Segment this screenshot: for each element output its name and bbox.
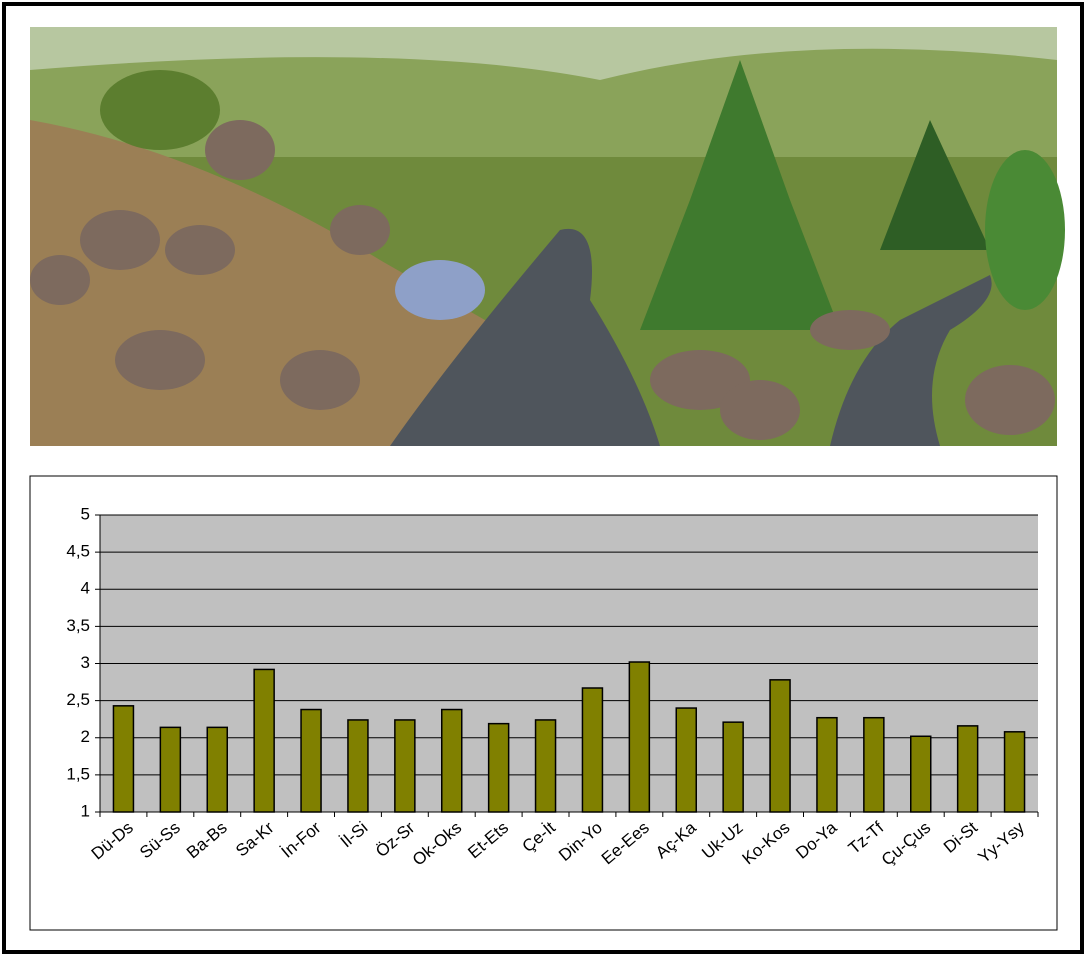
bar — [910, 735, 932, 813]
bar — [769, 679, 791, 813]
y-tick-label: 5 — [81, 504, 90, 523]
bar — [300, 708, 322, 813]
bar — [159, 726, 182, 813]
y-tick-label: 1,5 — [66, 764, 90, 783]
bar — [675, 707, 697, 813]
garden-photo — [30, 27, 1065, 446]
bar — [441, 708, 463, 813]
y-tick-label: 1 — [81, 801, 90, 820]
bar — [722, 721, 744, 813]
bar — [863, 716, 885, 813]
bar — [206, 726, 228, 813]
bar — [112, 705, 135, 813]
bar — [581, 687, 604, 813]
y-tick-label: 2 — [81, 727, 90, 746]
y-tick-label: 2,5 — [66, 690, 90, 709]
bar — [534, 719, 557, 813]
bar — [816, 716, 838, 813]
bar — [253, 668, 275, 813]
bar — [628, 661, 651, 813]
bar — [487, 722, 510, 813]
bar — [1003, 731, 1026, 813]
bar — [394, 719, 416, 813]
y-tick-label: 3 — [81, 653, 90, 672]
y-tick-label: 4 — [81, 579, 90, 598]
y-tick-label: 4,5 — [66, 542, 90, 561]
bar — [956, 725, 979, 813]
y-tick-label: 3,5 — [66, 616, 90, 635]
bar — [347, 719, 369, 813]
